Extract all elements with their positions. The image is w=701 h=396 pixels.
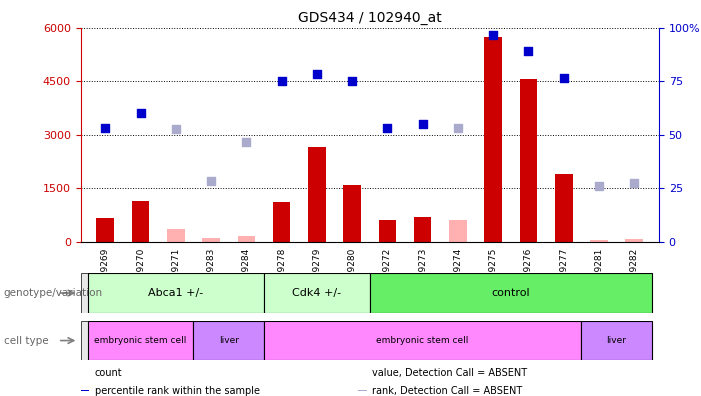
Point: [100, 124, 111, 131]
Point: [523, 48, 534, 54]
Point: [240, 139, 252, 145]
Text: rank, Detection Call = ABSENT: rank, Detection Call = ABSENT: [372, 386, 522, 396]
Bar: [167, 229, 184, 242]
Point: [346, 78, 358, 84]
Bar: [308, 147, 326, 242]
Bar: [581, 321, 652, 360]
Bar: [358, 390, 367, 391]
Bar: [193, 321, 264, 360]
Text: genotype/variation: genotype/variation: [4, 288, 102, 298]
Bar: [519, 79, 537, 242]
Bar: [273, 202, 290, 242]
Text: liver: liver: [219, 336, 239, 345]
Point: [629, 179, 640, 186]
Point: [417, 121, 428, 127]
Text: embryonic stem cell: embryonic stem cell: [95, 336, 186, 345]
Bar: [625, 239, 643, 242]
Bar: [264, 321, 581, 360]
Text: liver: liver: [606, 336, 627, 345]
Point: [170, 126, 182, 132]
Text: embryonic stem cell: embryonic stem cell: [376, 336, 469, 345]
Bar: [555, 174, 573, 242]
Text: control: control: [491, 288, 530, 298]
Point: [452, 124, 463, 131]
Bar: [132, 200, 149, 242]
Bar: [238, 236, 255, 242]
Text: value, Detection Call = ABSENT: value, Detection Call = ABSENT: [372, 368, 527, 378]
Point: [135, 110, 147, 116]
Bar: [414, 217, 432, 242]
Bar: [88, 273, 264, 313]
Bar: [449, 220, 467, 242]
Text: cell type: cell type: [4, 335, 48, 346]
Bar: [81, 390, 89, 391]
Text: count: count: [95, 368, 123, 378]
Point: [593, 183, 604, 189]
Point: [488, 32, 499, 38]
Bar: [88, 321, 193, 360]
Point: [205, 178, 217, 184]
Point: [382, 124, 393, 131]
Bar: [370, 273, 652, 313]
Text: Abca1 +/-: Abca1 +/-: [148, 288, 203, 298]
Point: [558, 74, 569, 81]
Bar: [97, 219, 114, 242]
Title: GDS434 / 102940_at: GDS434 / 102940_at: [298, 11, 442, 25]
Text: percentile rank within the sample: percentile rank within the sample: [95, 386, 260, 396]
Text: Cdk4 +/-: Cdk4 +/-: [292, 288, 341, 298]
Bar: [343, 185, 361, 242]
Point: [276, 78, 287, 84]
Bar: [379, 220, 396, 242]
Bar: [484, 36, 502, 242]
Bar: [264, 273, 370, 313]
Point: [311, 71, 322, 77]
Bar: [203, 238, 220, 242]
Bar: [590, 240, 608, 242]
